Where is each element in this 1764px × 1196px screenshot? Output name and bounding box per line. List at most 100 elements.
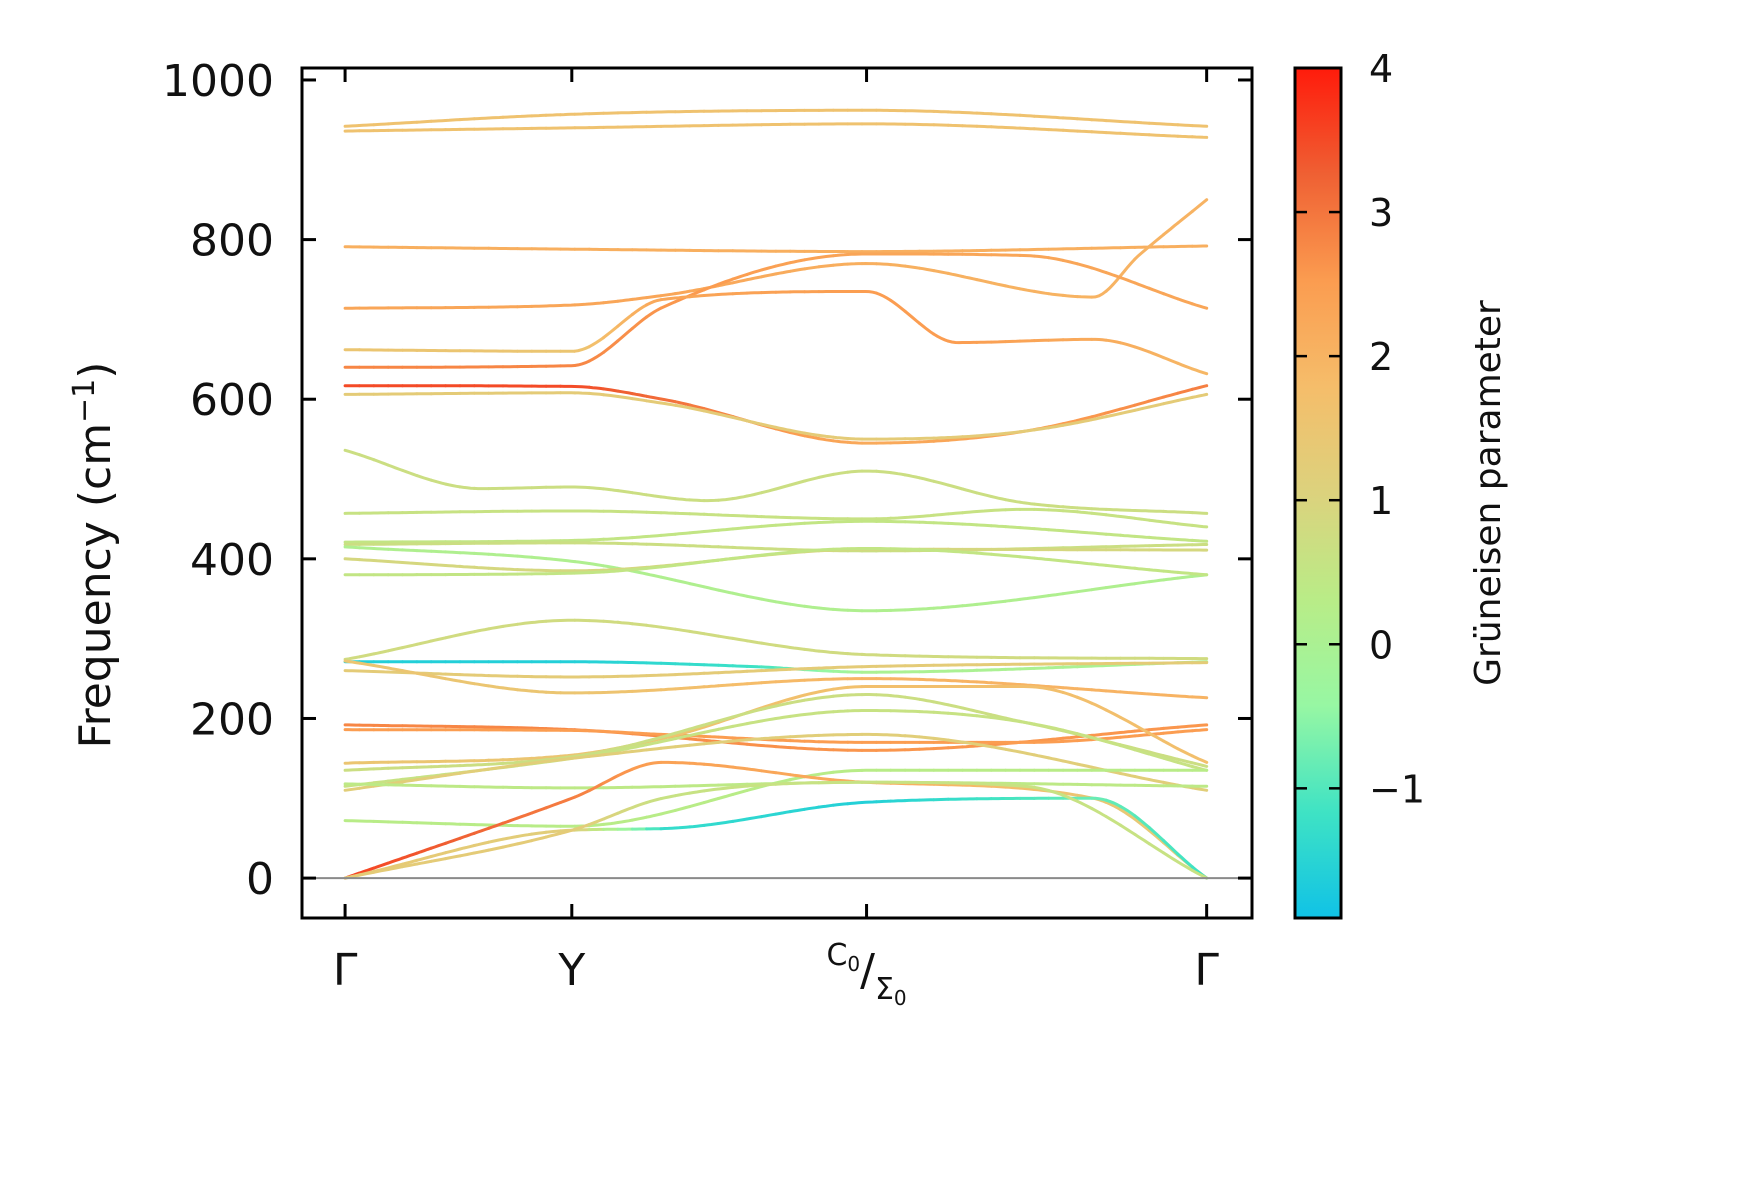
band-segment xyxy=(932,332,950,343)
band-segment xyxy=(889,733,907,738)
band-segment xyxy=(673,578,692,586)
band-segment xyxy=(745,707,763,715)
band-segment xyxy=(602,487,620,493)
band-segment xyxy=(788,431,807,438)
band-segment xyxy=(745,291,763,295)
x-tick-label-upper: C xyxy=(826,938,847,973)
band-segment xyxy=(544,829,562,834)
band-segment xyxy=(616,818,634,824)
band-segment xyxy=(774,771,792,777)
band-segment xyxy=(731,738,749,743)
band-segment xyxy=(386,547,404,552)
band-segment xyxy=(1018,750,1036,757)
band-segment xyxy=(1162,756,1180,764)
band-segment xyxy=(1090,289,1108,299)
band-segment xyxy=(444,118,462,122)
colorbar-tick-label: 0 xyxy=(1369,623,1393,667)
band-segment xyxy=(357,123,376,127)
band-segment xyxy=(745,737,763,742)
band-segment xyxy=(602,324,620,340)
band-segment xyxy=(1018,526,1036,531)
band-segment xyxy=(630,731,649,736)
band-segment xyxy=(1176,123,1194,128)
band-segment xyxy=(918,439,936,444)
band-segment xyxy=(1090,688,1108,693)
band-segment xyxy=(903,734,921,739)
band-segment xyxy=(961,436,979,441)
band-segment xyxy=(1061,590,1079,596)
band-segment xyxy=(1018,287,1036,293)
band-segment xyxy=(401,851,419,860)
band-segment xyxy=(372,779,390,785)
band-segment xyxy=(1104,740,1122,748)
band-segment xyxy=(1075,762,1094,769)
band-segment xyxy=(989,782,1008,787)
band-segment xyxy=(874,733,893,737)
band-segment xyxy=(1090,796,1108,802)
band-segment xyxy=(645,740,663,747)
band-segment xyxy=(788,667,807,671)
band-segment xyxy=(673,543,692,548)
band-segment xyxy=(616,746,634,752)
band-segment xyxy=(874,693,893,698)
band-segment xyxy=(1147,402,1166,409)
band-segment xyxy=(602,299,620,305)
band-segment xyxy=(487,566,505,571)
band-segment xyxy=(1176,395,1194,402)
band-segment xyxy=(1047,256,1065,262)
band-segment xyxy=(1090,507,1108,511)
band-segment xyxy=(702,720,720,729)
band-segment xyxy=(1190,523,1209,529)
band-segment xyxy=(1147,842,1166,855)
band-segment xyxy=(544,690,562,695)
band-segment xyxy=(659,296,677,302)
band-segment xyxy=(903,695,921,701)
band-segment xyxy=(458,551,476,555)
band-segment xyxy=(1090,736,1108,743)
band-segment xyxy=(1176,760,1194,768)
x-tick-label-lower: Σ xyxy=(875,972,894,1007)
band-segment xyxy=(831,685,850,691)
band-segment xyxy=(731,722,749,728)
band-segment xyxy=(803,475,821,483)
band-segment xyxy=(343,557,361,562)
band-segment xyxy=(688,730,706,737)
band-segment xyxy=(831,665,850,670)
y-axis-label: Frequency (cm−1) xyxy=(67,362,121,749)
band-segment xyxy=(429,563,448,567)
band-segment xyxy=(846,440,864,445)
band-segment xyxy=(458,673,476,677)
band-segment xyxy=(803,678,821,682)
band-segment xyxy=(946,703,964,710)
band-segment xyxy=(846,801,864,806)
band-segment xyxy=(444,822,462,826)
band-segment xyxy=(1162,356,1180,365)
band-segment xyxy=(688,512,706,516)
band-segment xyxy=(1075,588,1094,594)
band-segment xyxy=(659,397,677,404)
phonon-band xyxy=(343,519,1209,544)
band-segment xyxy=(401,669,419,675)
band-segment xyxy=(774,679,792,684)
band-segment xyxy=(573,560,591,565)
band-segment xyxy=(760,487,778,495)
band-segment xyxy=(989,112,1008,116)
band-segment xyxy=(1075,117,1094,122)
band-segment xyxy=(1147,829,1166,845)
band-segment xyxy=(429,841,448,850)
phonon-band xyxy=(343,391,1209,441)
phonon-band xyxy=(343,290,1209,376)
x-tick-label-lower-index: 0 xyxy=(894,986,907,1010)
band-segment xyxy=(716,764,735,769)
band-segment xyxy=(760,665,778,670)
band-segment xyxy=(386,777,404,783)
band-segment xyxy=(444,677,462,683)
phonon-band xyxy=(343,507,1209,529)
band-segment xyxy=(1104,800,1122,812)
band-segment xyxy=(774,600,792,606)
phonon-bands xyxy=(343,108,1209,880)
band-segment xyxy=(616,743,634,750)
band-segment xyxy=(429,773,448,780)
band-segment xyxy=(1047,687,1065,694)
band-segment xyxy=(831,669,850,674)
